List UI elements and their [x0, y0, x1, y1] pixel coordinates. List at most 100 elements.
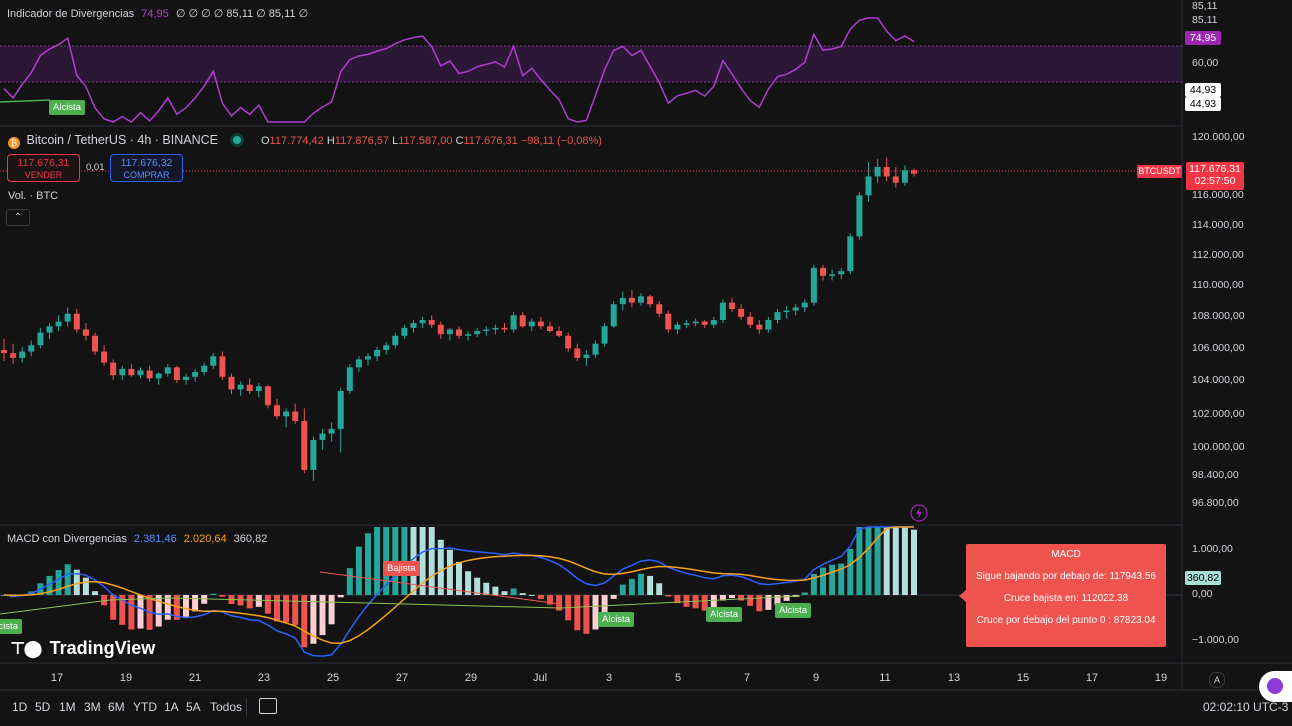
- clock-timezone[interactable]: 02:02:10 UTC-3: [1203, 700, 1289, 714]
- macd-current-badge: 360,82: [1185, 571, 1221, 585]
- toolbar-divider: [246, 698, 247, 716]
- histogram-bar: [911, 529, 917, 595]
- candle-body: [801, 302, 808, 308]
- histogram-bar: [874, 527, 881, 595]
- timeframe-5a-button[interactable]: 5A: [186, 700, 201, 714]
- candle-body: [128, 368, 135, 376]
- buy-button[interactable]: 117.676,32 COMPRAR: [110, 154, 183, 182]
- candle-body: [210, 356, 217, 366]
- rsi-axis-badge: 44,93: [1185, 83, 1221, 97]
- histogram-bar: [283, 595, 290, 623]
- histogram-bar: [847, 548, 854, 595]
- candle-body: [610, 304, 617, 327]
- histogram-bar: [856, 527, 863, 595]
- candles-group: [1, 157, 917, 481]
- timeframe-all-button[interactable]: Todos: [210, 700, 243, 714]
- candle-body: [510, 315, 517, 330]
- date-axis-label: 9: [812, 672, 820, 684]
- candle-body: [446, 329, 453, 335]
- candle-body: [483, 329, 490, 332]
- candle-body: [747, 316, 754, 325]
- sell-button[interactable]: 117.676,31 VENDER: [7, 154, 80, 182]
- symbol-legend[interactable]: ₿ Bitcoin / TetherUS · 4h · BINANCE O117…: [8, 133, 602, 149]
- histogram-bar: [264, 595, 271, 614]
- timeframe-5d-button[interactable]: 5D: [35, 700, 51, 714]
- collapse-legend-button[interactable]: ⌃: [6, 209, 30, 226]
- candle-body: [337, 390, 344, 429]
- candle-body: [683, 323, 690, 325]
- candle-body: [55, 321, 62, 327]
- volume-legend[interactable]: Vol. · BTC: [8, 190, 59, 202]
- histogram-bar: [665, 595, 672, 597]
- price-axis-label: 108.000,00: [1192, 310, 1245, 322]
- timeframe-3m-button[interactable]: 3M: [84, 700, 101, 714]
- histogram-bar: [901, 527, 908, 595]
- date-range-icon[interactable]: [259, 698, 277, 714]
- price-axis-label: 116.000,00: [1192, 189, 1244, 201]
- lightning-icon[interactable]: [910, 504, 928, 522]
- macd-tooltip-line: Cruce por debajo del punto 0 : 87823.04: [976, 615, 1156, 626]
- divergence-indicator-value: 74,95: [141, 8, 169, 20]
- histogram-bar: [683, 595, 690, 607]
- price-axis-label: 114.000,00: [1192, 219, 1244, 231]
- histogram-bar: [865, 527, 872, 595]
- candle-body: [874, 166, 881, 177]
- candle-body: [64, 313, 71, 322]
- date-axis-label: 23: [257, 672, 271, 684]
- histogram-bar: [719, 595, 726, 601]
- histogram-bar: [519, 593, 526, 595]
- candle-body: [173, 367, 180, 380]
- histogram-bar: [801, 592, 808, 595]
- histogram-bar: [537, 595, 544, 600]
- histogram-bar: [729, 595, 735, 599]
- date-axis-label: 15: [1016, 672, 1030, 684]
- timeframe-6m-button[interactable]: 6M: [108, 700, 125, 714]
- candle-body: [28, 345, 35, 352]
- candle-body: [401, 327, 408, 336]
- candle-body: [856, 195, 863, 237]
- tradingview-logo[interactable]: ⊤⬤ TradingView: [10, 638, 155, 659]
- histogram-bar: [101, 595, 108, 606]
- candle-body: [656, 304, 663, 314]
- date-axis-label: 11: [879, 672, 891, 684]
- histogram-bar: [710, 595, 717, 610]
- histogram-bar: [92, 591, 98, 595]
- rsi-axis-label: 85,11: [1192, 0, 1218, 12]
- histogram-bar: [783, 595, 790, 601]
- bar-countdown: 02:57:50: [1194, 175, 1236, 187]
- timeframe-1a-button[interactable]: 1A: [164, 700, 179, 714]
- candle-body: [110, 362, 117, 376]
- timeframe-1d-button[interactable]: 1D: [12, 700, 28, 714]
- market-open-icon: [233, 136, 242, 144]
- candle-body: [255, 386, 262, 391]
- candle-body: [565, 335, 572, 349]
- candle-body: [319, 433, 326, 440]
- candle-body: [738, 308, 745, 317]
- candle-body: [501, 327, 508, 330]
- histogram-bar: [547, 595, 553, 605]
- histogram-bar: [246, 595, 253, 609]
- histogram-bar: [46, 575, 53, 595]
- histogram-bar: [346, 568, 353, 595]
- macd-alcista-tag: Alcista: [706, 607, 742, 622]
- macd-legend[interactable]: MACD con Divergencias 2.381,46 2.020,64 …: [7, 533, 267, 545]
- candle-body: [865, 176, 872, 196]
- rsi-divergence-line: [0, 99, 51, 103]
- bearish-divergence-line: [319, 571, 561, 605]
- rsi-axis-label: 60,00: [1192, 57, 1219, 69]
- timeframe-ytd-button[interactable]: YTD: [133, 700, 157, 714]
- candle-body: [410, 323, 417, 328]
- candle-body: [901, 170, 908, 183]
- macd-histogram: [1, 527, 917, 648]
- auto-scale-button[interactable]: A: [1209, 672, 1225, 688]
- candle-body: [574, 348, 581, 358]
- signal-value: 2.020,64: [183, 533, 227, 545]
- divergence-indicator-legend[interactable]: Indicador de Divergencias 74,95 ∅ ∅ ∅ ∅ …: [7, 7, 308, 20]
- histogram-bar: [474, 577, 481, 595]
- candle-body: [674, 324, 681, 330]
- histogram-bar: [337, 595, 344, 598]
- histogram-bar: [310, 595, 317, 644]
- assistant-widget[interactable]: [1259, 671, 1292, 702]
- timeframe-1m-button[interactable]: 1M: [59, 700, 76, 714]
